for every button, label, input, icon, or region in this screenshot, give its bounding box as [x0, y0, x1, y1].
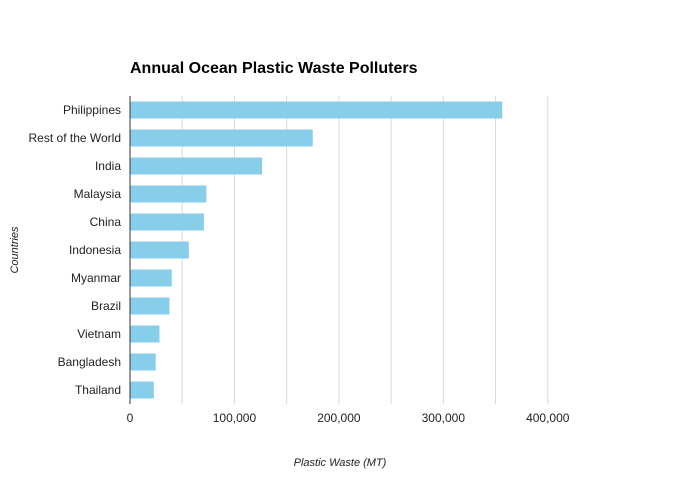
y-tick-label: Malaysia	[74, 187, 122, 201]
x-tick-label: 300,000	[422, 411, 466, 425]
y-tick-label: India	[95, 159, 121, 173]
bar-india	[130, 157, 263, 175]
y-tick-label: Vietnam	[77, 327, 121, 341]
x-tick-label: 0	[127, 411, 134, 425]
y-tick-label: China	[90, 215, 122, 229]
bar-vietnam	[130, 325, 160, 343]
x-tick-label: 400,000	[526, 411, 570, 425]
x-tick-labels: 0 100,000 200,000 300,000 400,000	[127, 411, 570, 425]
y-tick-label: Myanmar	[71, 271, 121, 285]
bar-thailand	[130, 381, 154, 399]
x-tick-label: 100,000	[213, 411, 257, 425]
bar-indonesia	[130, 241, 189, 259]
y-tick-labels: Philippines Rest of the World India Malaysi…	[29, 103, 122, 397]
bar-rest-of-the-world	[130, 129, 313, 147]
bars	[130, 101, 503, 399]
bar-myanmar	[130, 269, 172, 287]
y-tick-label: Brazil	[91, 299, 121, 313]
bar-bangladesh	[130, 353, 156, 371]
y-axis-title: Countries	[9, 226, 21, 274]
y-tick-label: Thailand	[75, 383, 121, 397]
y-tick-label: Indonesia	[69, 243, 121, 257]
bar-malaysia	[130, 185, 207, 203]
gridlines	[181, 96, 549, 404]
bar-brazil	[130, 297, 170, 315]
x-axis-title: Plastic Waste (MT)	[294, 457, 387, 469]
bar-china	[130, 213, 204, 231]
y-tick-label: Bangladesh	[58, 355, 121, 369]
x-tick-label: 200,000	[317, 411, 361, 425]
y-tick-label: Rest of the World	[29, 131, 121, 145]
bar-philippines	[130, 101, 503, 119]
chart-title: Annual Ocean Plastic Waste Polluters	[130, 60, 418, 77]
y-tick-label: Philippines	[63, 103, 121, 117]
